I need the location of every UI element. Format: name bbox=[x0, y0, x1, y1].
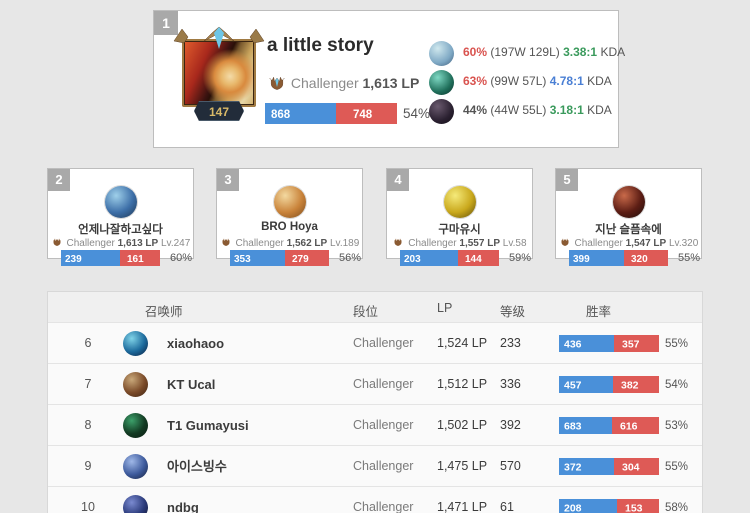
svg-text:208: 208 bbox=[564, 503, 582, 513]
svg-text:382: 382 bbox=[621, 380, 639, 392]
svg-text:203: 203 bbox=[404, 254, 421, 265]
svg-text:616: 616 bbox=[620, 421, 638, 433]
svg-text:357: 357 bbox=[622, 339, 640, 351]
svg-text:239: 239 bbox=[65, 254, 82, 265]
svg-text:868: 868 bbox=[271, 109, 291, 121]
svg-text:320: 320 bbox=[631, 254, 648, 265]
svg-text:161: 161 bbox=[127, 254, 144, 265]
svg-text:279: 279 bbox=[292, 254, 309, 265]
svg-text:153: 153 bbox=[625, 503, 643, 513]
svg-text:144: 144 bbox=[465, 254, 482, 265]
svg-text:748: 748 bbox=[353, 109, 373, 121]
svg-text:399: 399 bbox=[573, 254, 590, 265]
svg-text:436: 436 bbox=[564, 339, 582, 351]
svg-text:304: 304 bbox=[622, 462, 640, 474]
svg-text:457: 457 bbox=[564, 380, 582, 392]
svg-text:353: 353 bbox=[234, 254, 251, 265]
svg-text:683: 683 bbox=[564, 421, 582, 433]
svg-text:372: 372 bbox=[564, 462, 582, 474]
